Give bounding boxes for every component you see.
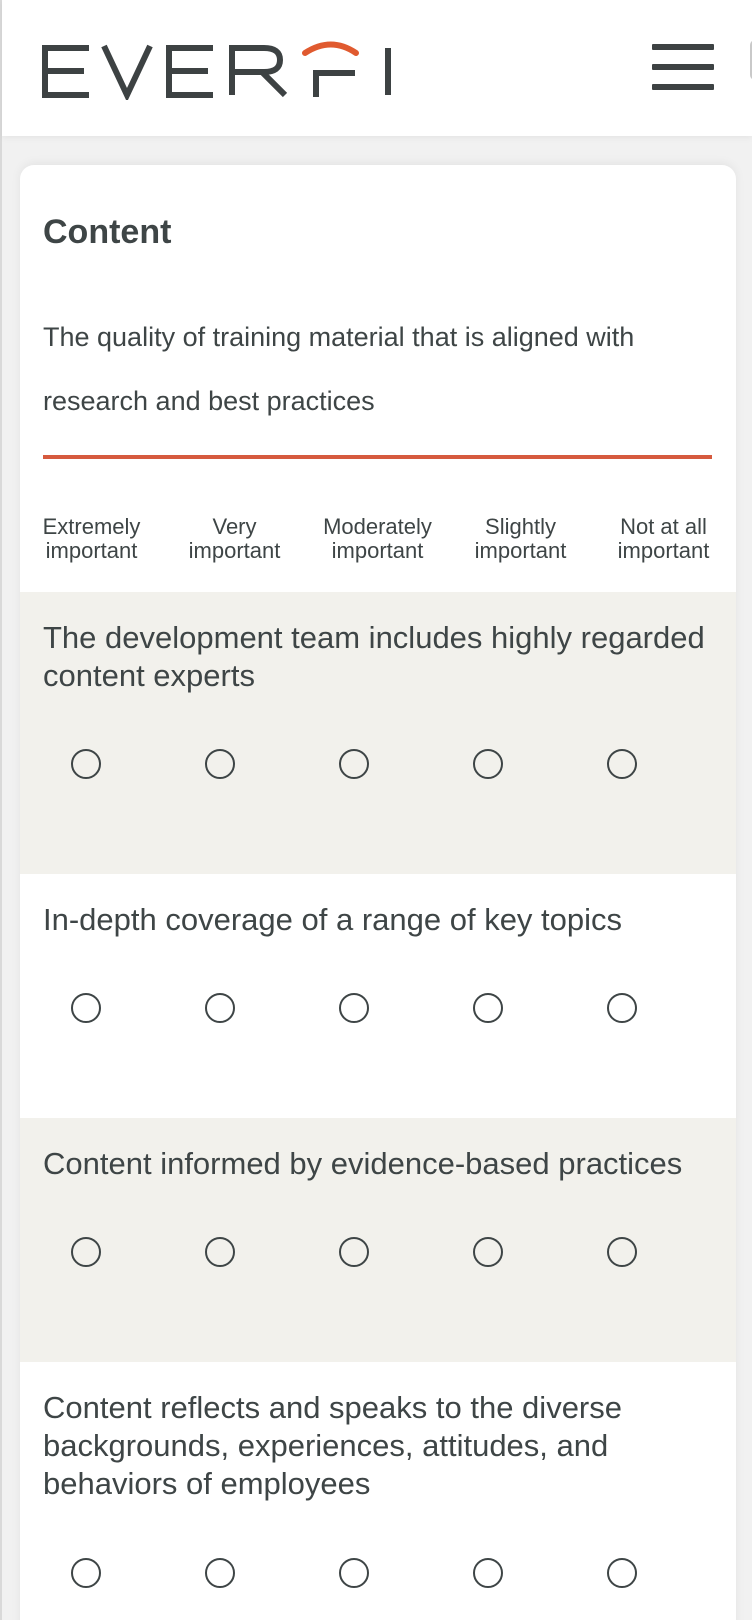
rating-scale-header: Extremely important Very important Moder… bbox=[20, 515, 736, 573]
rating-radio-group bbox=[20, 749, 736, 781]
radio-slightly-important[interactable] bbox=[473, 1237, 503, 1267]
radio-slightly-important[interactable] bbox=[473, 993, 503, 1023]
question-text: Content reflects and speaks to the diver… bbox=[43, 1390, 622, 1501]
question-text: Content informed by evidence-based pract… bbox=[43, 1146, 683, 1181]
question-row: In-depth coverage of a range of key topi… bbox=[20, 874, 736, 1118]
rating-radio-group bbox=[20, 1237, 736, 1269]
scale-label-line: important bbox=[45, 538, 138, 563]
scale-label-line: important bbox=[188, 538, 281, 563]
question-row: The development team includes highly reg… bbox=[20, 592, 736, 874]
scale-label-line: important bbox=[331, 538, 424, 563]
question-text: The development team includes highly reg… bbox=[43, 620, 705, 693]
survey-card: Content The quality of training material… bbox=[20, 165, 736, 1620]
radio-extremely-important[interactable] bbox=[71, 1558, 101, 1588]
question-row: Content informed by evidence-based pract… bbox=[20, 1118, 736, 1362]
scale-label-moderately-important: Moderately important bbox=[306, 515, 449, 573]
question-text: In-depth coverage of a range of key topi… bbox=[43, 902, 623, 937]
hamburger-menu-icon-bar bbox=[652, 84, 714, 90]
scale-label-slightly-important: Slightly important bbox=[449, 515, 592, 573]
radio-not-at-all-important[interactable] bbox=[607, 1558, 637, 1588]
rating-radio-group bbox=[20, 993, 736, 1025]
radio-slightly-important[interactable] bbox=[473, 1558, 503, 1588]
radio-not-at-all-important[interactable] bbox=[607, 993, 637, 1023]
radio-very-important[interactable] bbox=[205, 993, 235, 1023]
scale-label-line: important bbox=[617, 538, 710, 563]
radio-extremely-important[interactable] bbox=[71, 749, 101, 779]
scale-label-line: Moderately bbox=[323, 514, 432, 539]
radio-moderately-important[interactable] bbox=[339, 1237, 369, 1267]
site-header bbox=[2, 0, 752, 136]
hamburger-menu-icon-bar bbox=[652, 64, 714, 70]
radio-extremely-important[interactable] bbox=[71, 993, 101, 1023]
radio-very-important[interactable] bbox=[205, 749, 235, 779]
radio-very-important[interactable] bbox=[205, 1237, 235, 1267]
left-border bbox=[0, 0, 2, 1620]
radio-moderately-important[interactable] bbox=[339, 1558, 369, 1588]
hamburger-menu-button[interactable] bbox=[652, 44, 714, 90]
section-title: Content bbox=[43, 213, 172, 251]
hamburger-menu-icon-bar bbox=[652, 44, 714, 50]
offscreen-tab-edge[interactable] bbox=[750, 40, 752, 80]
section-divider bbox=[43, 455, 712, 459]
radio-not-at-all-important[interactable] bbox=[607, 749, 637, 779]
radio-very-important[interactable] bbox=[205, 1558, 235, 1588]
radio-not-at-all-important[interactable] bbox=[607, 1237, 637, 1267]
scale-label-line: Slightly bbox=[485, 514, 556, 539]
scale-label-line: Very bbox=[212, 514, 257, 539]
scale-label-very-important: Very important bbox=[163, 515, 306, 573]
radio-moderately-important[interactable] bbox=[339, 993, 369, 1023]
question-row: Content reflects and speaks to the diver… bbox=[20, 1362, 736, 1620]
section-description: The quality of training material that is… bbox=[43, 322, 635, 416]
scale-label-line: important bbox=[474, 538, 567, 563]
radio-moderately-important[interactable] bbox=[339, 749, 369, 779]
everfi-logo-mark bbox=[42, 41, 391, 100]
scale-label-line: Not at all bbox=[620, 514, 707, 539]
scale-label-extremely-important: Extremely important bbox=[20, 515, 163, 573]
rating-radio-group bbox=[20, 1558, 736, 1590]
radio-extremely-important[interactable] bbox=[71, 1237, 101, 1267]
scale-label-not-at-all-important: Not at all important bbox=[592, 515, 735, 573]
scale-label-line: Extremely bbox=[42, 514, 141, 539]
radio-slightly-important[interactable] bbox=[473, 749, 503, 779]
